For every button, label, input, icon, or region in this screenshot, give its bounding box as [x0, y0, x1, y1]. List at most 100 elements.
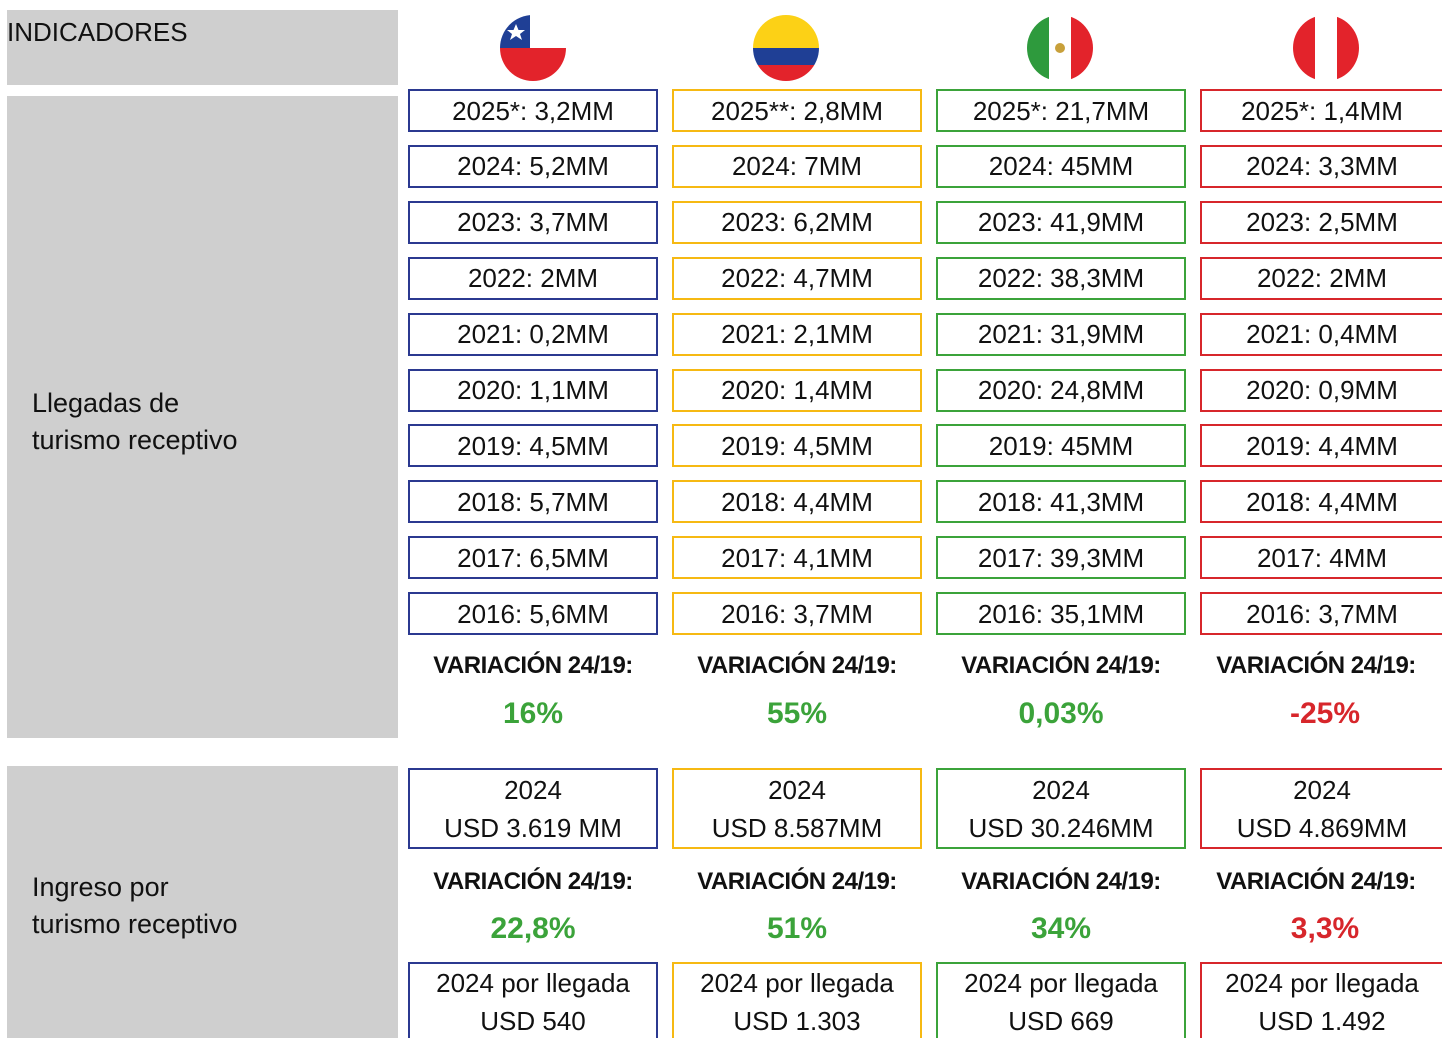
variation-value: 16%: [502, 697, 564, 730]
cell-text: 2022: 2MM: [467, 263, 599, 294]
arrival-cell: 2018: 4,4MM: [1200, 480, 1442, 524]
cell-text: 2024: [1293, 774, 1351, 805]
cell-text: USD 3.619 MM: [444, 812, 622, 843]
cell-text: 2017: 4,1MM: [721, 542, 873, 573]
cell-text: USD 4.869MM: [1236, 812, 1408, 843]
cell-text: 2016: 3,7MM: [721, 598, 873, 629]
arrival-cell: 2019: 45MM: [936, 424, 1186, 468]
cell-text: USD 1.492: [1258, 1006, 1386, 1036]
cell-text: 2020: 0,9MM: [1246, 375, 1398, 405]
variation-value: 55%: [766, 697, 828, 730]
arrival-cell: 2023: 3,7MM: [408, 200, 658, 244]
section-cell: Llegadas de turismo receptivo: [7, 96, 398, 738]
per-arrival-cell: 2024 por llegada USD 669: [936, 962, 1186, 1038]
arrival-cell: 2025*: 21,7MM: [936, 89, 1186, 132]
cell-text: 2025**: 2,8MM: [711, 95, 883, 126]
per-arrival-cell: 2024 por llegada USD 1.492: [1200, 962, 1442, 1038]
arrival-cell: 2020: 1,1MM: [408, 368, 658, 412]
variation-value: 0,03%: [1018, 697, 1104, 730]
arrival-cell: 2020: 0,9MM: [1200, 368, 1442, 412]
flag-mexico: [1027, 15, 1093, 81]
cell-text: 2024: 3,3MM: [1246, 151, 1398, 182]
arrival-cell: 2023: 6,2MM: [672, 200, 922, 244]
arrival-cell: 2019: 4,4MM: [1200, 424, 1442, 468]
arrival-cell: 2022: 2MM: [408, 256, 658, 300]
cell-text: 2021: 0,2MM: [457, 319, 609, 350]
label-line: turismo receptivo: [32, 425, 238, 455]
arrival-cell: 2017: 6,5MM: [408, 536, 658, 580]
cell-text: 2017: 4MM: [1256, 542, 1388, 573]
cell-text: 2025*: 21,7MM: [972, 95, 1150, 126]
cell-text: 2024 por llegada: [700, 968, 894, 998]
cell-text: USD 669: [1008, 1006, 1114, 1036]
cell-text: 2019: 4,5MM: [721, 430, 873, 461]
variation-value: 34%: [1030, 912, 1092, 945]
label-line: Llegadas de: [32, 388, 180, 418]
income-cell: 2024 USD 30.246MM: [936, 768, 1186, 849]
variation-value: 22,8%: [490, 912, 576, 945]
arrival-cell: 2022: 38,3MM: [936, 256, 1186, 300]
cell-text: 2022: 38,3MM: [977, 263, 1145, 294]
variation-label: VARIACIÓN 24/19:: [697, 868, 897, 895]
cell-text: 2016: 5,6MM: [457, 598, 609, 629]
cell-text: 2024: 45MM: [988, 151, 1134, 182]
flag-colombia: [753, 15, 819, 81]
arrival-cell: 2022: 4,7MM: [672, 256, 922, 300]
arrival-cell: 2016: 35,1MM: [936, 592, 1186, 636]
cell-text: 2024 por llegada: [436, 968, 630, 998]
flag-peru: [1293, 15, 1359, 81]
arrival-cell: 2017: 4,1MM: [672, 536, 922, 580]
flag-chile: [500, 15, 566, 81]
header-cell: INDICADORES: [7, 10, 398, 85]
arrival-cell: 2022: 2MM: [1200, 256, 1442, 300]
cell-text: 2023: 3,7MM: [457, 207, 609, 238]
arrival-cell: 2023: 41,9MM: [936, 200, 1186, 244]
cell-text: USD 30.246MM: [968, 812, 1154, 843]
arrival-cell: 2021: 2,1MM: [672, 312, 922, 356]
cell-text: 2019: 4,4MM: [1246, 430, 1398, 461]
cell-text: 2016: 3,7MM: [1246, 598, 1398, 629]
arrival-cell: 2019: 4,5MM: [672, 424, 922, 468]
cell-text: 2020: 24,8MM: [977, 375, 1145, 405]
cell-text: 2018: 5,7MM: [457, 486, 609, 517]
arrival-cell: 2024: 45MM: [936, 144, 1186, 188]
cell-text: 2024 por llegada: [1225, 968, 1419, 998]
arrival-cell: 2025*: 3,2MM: [408, 89, 658, 132]
variation-label: VARIACIÓN 24/19:: [433, 868, 633, 895]
cell-text: 2019: 45MM: [988, 430, 1134, 461]
label-line: turismo receptivo: [32, 909, 238, 939]
cell-text: 2024: 5,2MM: [457, 151, 609, 182]
flags: [500, 15, 1359, 81]
per-arrival-cell: 2024 por llegada USD 1.303: [672, 962, 922, 1038]
arrival-cell: 2016: 3,7MM: [672, 592, 922, 636]
variation-label: VARIACIÓN 24/19:: [961, 868, 1161, 895]
cell-text: 2023: 6,2MM: [721, 207, 873, 238]
variation-value: 51%: [766, 912, 828, 945]
variation-value: -25%: [1289, 697, 1361, 730]
section-cell: Ingreso por turismo receptivo: [7, 766, 398, 1038]
arrival-cell: 2021: 0,4MM: [1200, 312, 1442, 356]
cell-text: USD 540: [480, 1006, 586, 1036]
variation-label: VARIACIÓN 24/19:: [433, 652, 633, 679]
variation-value: 3,3%: [1290, 912, 1360, 945]
variation-label: VARIACIÓN 24/19:: [1216, 652, 1416, 679]
cell-text: 2022: 2MM: [1256, 263, 1388, 294]
income-cell: 2024 USD 8.587MM: [672, 768, 922, 849]
arrival-cell: 2025*: 1,4MM: [1200, 89, 1442, 132]
arrival-cell: 2018: 41,3MM: [936, 480, 1186, 524]
arrival-cell: 2021: 31,9MM: [936, 312, 1186, 356]
cell-text: 2023: 41,9MM: [977, 207, 1145, 238]
cell-text: 2025*: 3,2MM: [452, 95, 614, 126]
arrival-cell: 2024: 3,3MM: [1200, 144, 1442, 188]
cell-text: 2020: 1,1MM: [457, 375, 609, 405]
arrival-cell: 2016: 3,7MM: [1200, 592, 1442, 636]
cell-text: 2024: [768, 774, 826, 805]
arrival-cell: 2024: 7MM: [672, 144, 922, 188]
arrival-cell: 2017: 4MM: [1200, 536, 1442, 580]
cell-text: 2021: 31,9MM: [977, 319, 1145, 350]
cell-text: 2019: 4,5MM: [457, 430, 609, 461]
per-arrival-cell: 2024 por llegada USD 540: [408, 962, 658, 1038]
arrival-cell: 2021: 0,2MM: [408, 312, 658, 356]
variation-label: VARIACIÓN 24/19:: [697, 652, 897, 679]
